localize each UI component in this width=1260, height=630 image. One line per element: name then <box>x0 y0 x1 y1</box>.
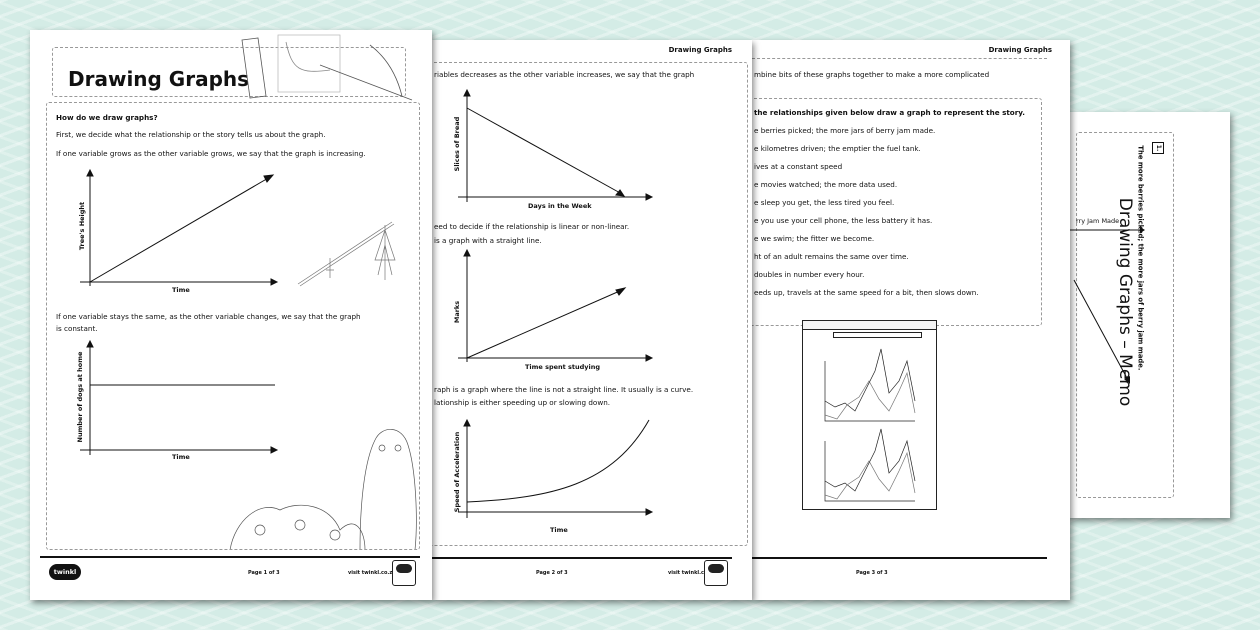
text-straight-line: is a graph with a straight line. <box>434 236 542 245</box>
memo-box <box>1076 132 1174 498</box>
screen-charts <box>824 348 916 502</box>
y-axis-label: Tree's Height <box>78 201 86 251</box>
story-item: e you use your cell phone, the less batt… <box>754 216 933 225</box>
text-increasing: If one variable grows as the other varia… <box>56 149 366 158</box>
memo-title: Drawing Graphs – Memo <box>1115 197 1135 407</box>
memo-question: The more berries picked; the more jars o… <box>1136 145 1145 371</box>
content-box <box>432 62 748 546</box>
memo-graph <box>1068 227 1145 384</box>
intro-text: mbine bits of these graphs together to m… <box>754 70 990 79</box>
story-item: eeds up, travels at the same speed for a… <box>754 288 979 297</box>
task-instruction: the relationships given below draw a gra… <box>754 108 1026 117</box>
text-constant-cont: is constant. <box>56 324 98 333</box>
badge-icon <box>392 560 416 586</box>
page-1: Drawing Graphs How do we draw graphs? Fi… <box>30 30 432 600</box>
story-item: e sleep you get, the less tired you feel… <box>754 198 895 207</box>
text-curve: lationship is either speeding up or slow… <box>434 398 611 407</box>
x-axis-label: Time <box>172 453 190 461</box>
page-number: Page 2 of 3 <box>536 570 568 576</box>
page-header: Drawing Graphs <box>668 46 732 54</box>
question-number: 1. <box>1152 142 1164 154</box>
page-3: Drawing Graphs mbine bits of these graph… <box>752 40 1070 600</box>
page-number: Page 1 of 3 <box>248 570 280 576</box>
page-number: Page 3 of 3 <box>856 570 888 576</box>
x-axis-label: Time spent studying <box>525 363 601 371</box>
story-item: e movies watched; the more data used. <box>754 180 898 189</box>
badge-icon <box>704 560 728 586</box>
x-axis-label: Time <box>550 526 568 534</box>
x-axis-label: Days in the Week <box>528 202 592 210</box>
y-axis-label: Slices of Bread <box>453 116 461 172</box>
y-axis-label: Marks <box>453 300 461 324</box>
text-linear: eed to decide if the relationship is lin… <box>434 222 630 231</box>
twinkl-logo: twinkl <box>49 564 81 580</box>
story-item: doubles in number every hour. <box>754 270 865 279</box>
page-4-memo: rry Jam Made 1. The more berries picked;… <box>1068 112 1230 518</box>
ruler-and-hand-illustration <box>241 34 413 101</box>
footer-rule <box>752 557 1047 559</box>
text-decreasing: riables decreases as the other variable … <box>434 70 695 79</box>
page2-graphs <box>458 88 654 518</box>
text-constant: If one variable stays the same, as the o… <box>56 312 361 321</box>
footer-rule <box>432 557 732 559</box>
page-title: Drawing Graphs <box>68 67 250 91</box>
browser-window-image <box>802 320 937 510</box>
story-item: ht of an adult remains the same over tim… <box>754 252 909 261</box>
x-axis-label: Time <box>172 286 190 294</box>
page1-graphs <box>80 34 417 551</box>
text-non-linear: raph is a graph where the line is not a … <box>434 385 694 394</box>
story-item: ives at a constant speed <box>754 162 843 171</box>
title-box <box>52 47 406 97</box>
story-item: e we swim; the fitter we become. <box>754 234 875 243</box>
footer-site: visit twinkl.co.za <box>348 570 396 576</box>
y-axis-label: Number of dogs at home <box>76 351 84 443</box>
footer-site: visit twinkl.co.za <box>668 570 716 576</box>
story-item: e kilometres driven; the emptier the fue… <box>754 144 921 153</box>
page-2: Drawing Graphs riables decreases as the … <box>432 40 752 600</box>
footer-rule <box>40 556 420 558</box>
memo-axis-label: rry Jam Made <box>1076 217 1120 225</box>
text-intro: First, we decide what the relationship o… <box>56 130 326 139</box>
tree-illustration <box>297 221 396 287</box>
story-item: e berries picked; the more jars of berry… <box>754 126 936 135</box>
page-header: Drawing Graphs <box>988 46 1052 54</box>
y-axis-label: Speed of Acceleration <box>453 431 461 513</box>
dogs-illustration <box>229 429 417 551</box>
section-heading: How do we draw graphs? <box>56 113 158 122</box>
